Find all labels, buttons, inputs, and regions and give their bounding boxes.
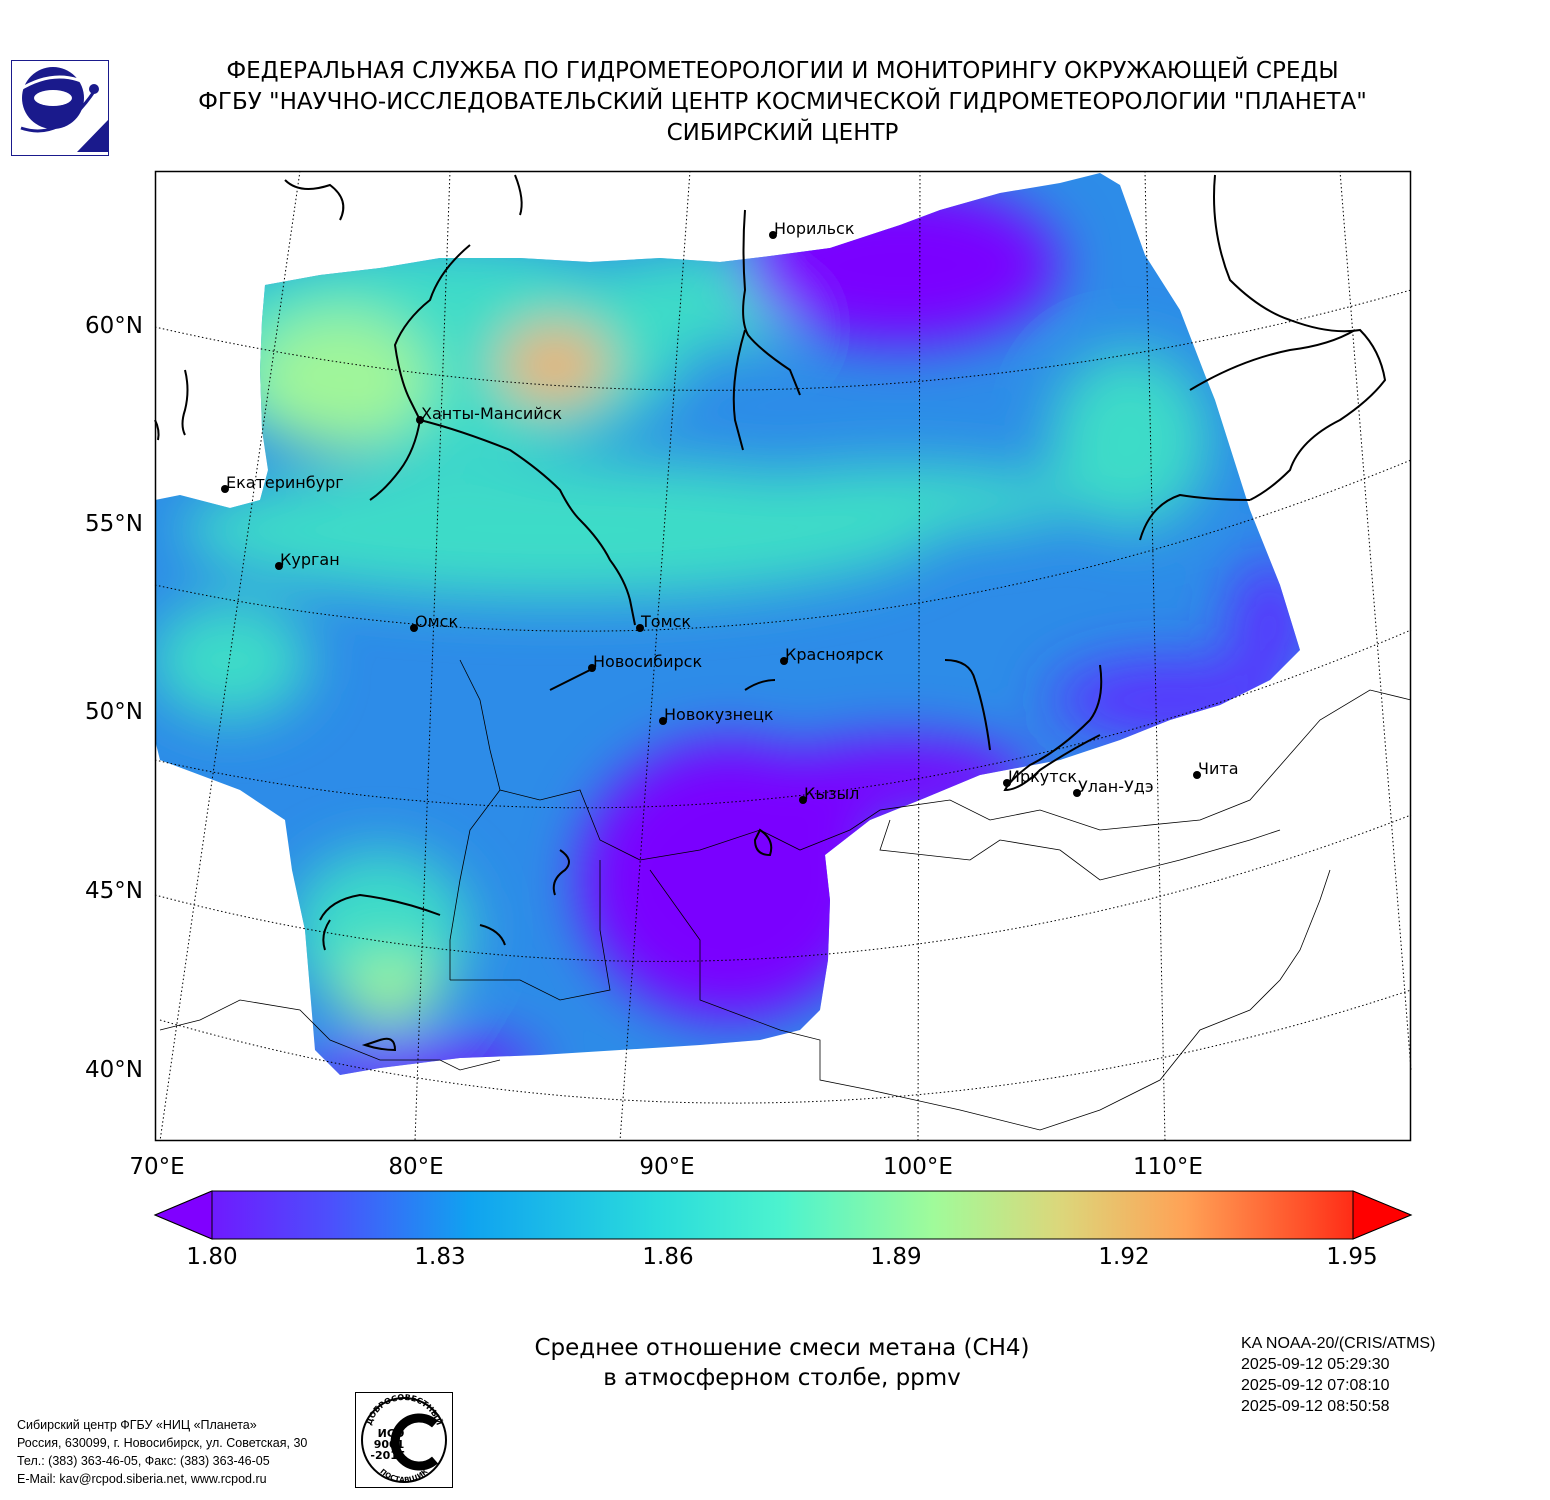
city-dot bbox=[1073, 789, 1081, 797]
iso-year: -2015 bbox=[370, 1449, 405, 1462]
country-borders bbox=[159, 659, 1412, 1131]
city-label: Иркутск bbox=[1008, 767, 1077, 786]
city-label: Новокузнецк bbox=[664, 705, 774, 724]
city-dot bbox=[275, 562, 283, 570]
iso-badge: ДОБРОСОВЕСТНЫЙ ПОСТАВЩИК ИСО 9001 -2015 bbox=[355, 1392, 453, 1488]
pass-time: 2025-09-12 07:08:10 bbox=[1241, 1377, 1390, 1394]
footer-address: Россия, 630099, г. Новосибирск, ул. Сове… bbox=[17, 1436, 308, 1450]
city-label: Курган bbox=[280, 550, 340, 569]
city-dot bbox=[410, 624, 418, 632]
city-markers: Норильск Ханты-Мансийск Екатеринбург Курган… bbox=[221, 219, 1239, 804]
lat-label: 40°N bbox=[85, 1057, 143, 1083]
colorbar-extend-low bbox=[153, 1190, 213, 1240]
city-label: Красноярск bbox=[785, 645, 884, 664]
footer-contacts: E-Mail: kav@rcpod.siberia.net, www.rcpod… bbox=[17, 1472, 267, 1486]
institute-title: ФГБУ "НАУЧНО-ИССЛЕДОВАТЕЛЬСКИЙ ЦЕНТР КОС… bbox=[198, 89, 1367, 115]
city-label: Новосибирск bbox=[593, 652, 702, 671]
center-title: СИБИРСКИЙ ЦЕНТР bbox=[666, 120, 899, 146]
city-dot bbox=[416, 416, 424, 424]
city-label: Кызыл bbox=[804, 784, 859, 803]
lat-label: 50°N bbox=[85, 699, 143, 725]
map-frame bbox=[154, 170, 1412, 1142]
lat-label: 60°N bbox=[85, 313, 143, 339]
city-dot bbox=[1003, 779, 1011, 787]
city-label: Норильск bbox=[774, 219, 855, 238]
city-label: Томск bbox=[640, 612, 691, 631]
graticule bbox=[154, 170, 1412, 1142]
city-dot bbox=[221, 485, 229, 493]
colorbar bbox=[153, 1190, 1413, 1240]
pass-time: 2025-09-12 08:50:58 bbox=[1241, 1398, 1390, 1415]
colorbar-tick: 1.95 bbox=[1326, 1244, 1378, 1270]
lat-label: 45°N bbox=[85, 878, 143, 904]
coastlines-rivers bbox=[154, 174, 1387, 1052]
map-caption-line1: Среднее отношение смеси метана (CH4) bbox=[534, 1335, 1030, 1361]
lon-label: 110°E bbox=[1133, 1154, 1203, 1180]
city-dot bbox=[636, 624, 644, 632]
iso-text: ИСО bbox=[378, 1427, 405, 1440]
lon-label: 100°E bbox=[883, 1154, 953, 1180]
footer-phone: Тел.: (383) 363-46-05, Факс: (383) 363-4… bbox=[17, 1454, 270, 1468]
colorbar-tick: 1.83 bbox=[414, 1244, 466, 1270]
planeta-logo bbox=[11, 60, 109, 156]
city-label: Ханты-Мансийск bbox=[421, 404, 562, 423]
colorbar-tick: 1.86 bbox=[642, 1244, 694, 1270]
city-dot bbox=[588, 664, 596, 672]
colorbar-tick: 1.92 bbox=[1098, 1244, 1150, 1270]
colorbar-extend-high bbox=[1352, 1190, 1413, 1240]
city-dot bbox=[659, 717, 667, 725]
lat-label: 55°N bbox=[85, 511, 143, 537]
lon-label: 90°E bbox=[639, 1154, 694, 1180]
map-caption-line2: в атмосферном столбе, ppmv bbox=[603, 1365, 961, 1391]
colorbar-tick: 1.80 bbox=[186, 1244, 238, 1270]
city-label: Екатеринбург bbox=[226, 473, 344, 492]
longitude-labels: 70°E 80°E 90°E 100°E 110°E bbox=[129, 1154, 1203, 1180]
agency-title: ФЕДЕРАЛЬНАЯ СЛУЖБА ПО ГИДРОМЕТЕОРОЛОГИИ … bbox=[226, 58, 1339, 84]
lon-label: 80°E bbox=[388, 1154, 443, 1180]
city-label: Омск bbox=[415, 612, 458, 631]
lon-label: 70°E bbox=[129, 1154, 184, 1180]
satellite-name: KA NOAA-20/(CRIS/ATMS) bbox=[1241, 1335, 1436, 1352]
city-label: Чита bbox=[1198, 759, 1239, 778]
city-dot bbox=[1193, 771, 1201, 779]
city-dot bbox=[769, 231, 777, 239]
city-label: Улан-Удэ bbox=[1078, 777, 1154, 796]
city-dot bbox=[799, 796, 807, 804]
city-dot bbox=[780, 657, 788, 665]
pass-time: 2025-09-12 05:29:30 bbox=[1241, 1356, 1390, 1373]
iso-number: 9001 bbox=[374, 1438, 405, 1451]
latitude-labels: 60°N 55°N 50°N 45°N 40°N bbox=[85, 313, 143, 1083]
colorbar-tick: 1.89 bbox=[870, 1244, 922, 1270]
footer-org: Сибирский центр ФГБУ «НИЦ «Планета» bbox=[17, 1418, 257, 1432]
